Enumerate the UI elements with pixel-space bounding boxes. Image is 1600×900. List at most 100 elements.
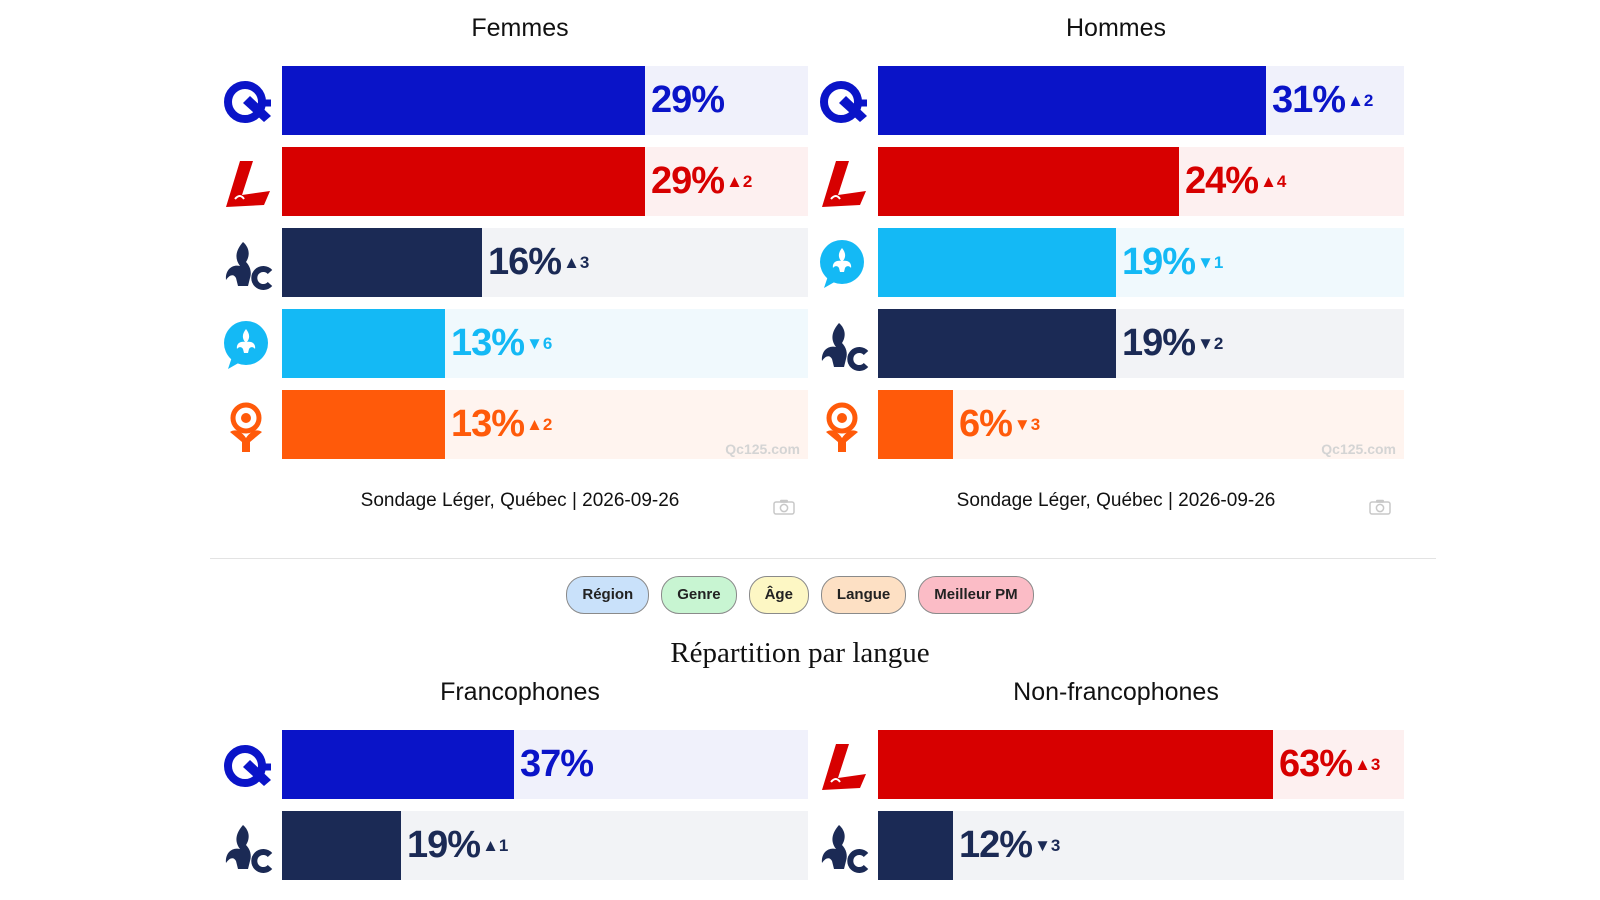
section-title: Répartition par langue [670,637,930,669]
pq-logo-icon [816,317,872,373]
tab-genre[interactable]: Genre [661,576,737,614]
bar-value: 12% [959,824,1033,866]
bar-pq [282,811,401,880]
bar-change: ▲2 [526,415,553,434]
chart-panel-femmes: Femmes 29% 29% ▲2 16% ▲3 13% ▼6 13% ▲2 Qc125.com … [220,14,820,534]
camera-icon[interactable] [773,499,795,515]
tab-region[interactable]: Région [566,576,650,614]
bar-change: ▼2 [1197,334,1224,353]
bar-change: ▼3 [1013,415,1041,434]
caq-logo-icon [220,738,276,794]
pq-logo-icon [220,819,276,875]
bar-value-label: 16% ▲3 [488,228,589,297]
section-divider [210,558,1436,559]
bar-caq [282,730,514,799]
chart-panel-non-francophones: Non-francophones 63% ▲3 12% ▼3 [816,678,1416,900]
chart-title: Hommes [1065,14,1166,42]
bar-value-label: 6% ▼3 [959,390,1040,459]
caq-logo-icon [220,74,276,130]
bar-row-pq: 19% ▼2 [816,309,1416,378]
bar-track: 19% ▲1 [282,811,808,880]
bar-track: 19% ▼1 [878,228,1404,297]
plq-logo-icon [220,155,276,211]
bar-pq [878,309,1116,378]
bar-value: 19% [1122,322,1196,364]
bar-pq [282,228,482,297]
bar-track: 63% ▲3 [878,730,1404,799]
qs-logo-icon [816,236,872,292]
bar-value-label: 29% [651,66,725,135]
bar-change: ▼6 [526,334,553,353]
bar-pq [878,811,953,880]
watermark: Qc125.com [725,441,800,457]
bar-track: 13% ▼6 [282,309,808,378]
bar-row-pcq: 13% ▲2 Qc125.com [220,390,820,459]
bar-change: ▼3 [1034,836,1061,855]
chart-title: Femmes [471,14,569,42]
camera-icon[interactable] [1369,499,1391,515]
bar-row-plq: 29% ▲2 [220,147,820,216]
pcq-logo-icon [816,398,872,454]
bar-value: 24% [1185,160,1259,202]
bar-qs [878,228,1116,297]
bar-value: 29% [651,160,725,202]
bar-row-qs: 13% ▼6 [220,309,820,378]
bar-track: 31% ▲2 [878,66,1404,135]
bar-qs [282,309,445,378]
bar-row-plq: 24% ▲4 [816,147,1416,216]
breakdown-tabs: Région Genre Âge Langue Meilleur PM [0,576,1600,614]
bar-row-pcq: 6% ▼3 Qc125.com [816,390,1416,459]
pq-logo-icon [816,819,872,875]
tab-meilleur-pm[interactable]: Meilleur PM [918,576,1034,614]
tab-langue[interactable]: Langue [820,576,907,614]
bar-value-label: 13% ▼6 [451,309,552,378]
bar-row-caq: 37% [220,730,820,799]
qs-logo-icon [220,317,276,373]
tab-age[interactable]: Âge [748,576,809,614]
chart-panel-francophones: Francophones 37% 19% ▲1 [220,678,820,900]
bar-change: ▲2 [726,172,753,191]
bar-value-label: 31% ▲2 [1272,66,1373,135]
bar-change: ▲1 [482,836,509,855]
chart-title: Francophones [440,678,600,706]
pq-logo-icon [220,236,276,292]
bar-track: 12% ▼3 [878,811,1404,880]
bar-value: 13% [451,322,525,364]
bar-value: 37% [520,743,594,785]
bar-change: ▲2 [1347,91,1374,110]
bar-value-label: 37% [520,730,594,799]
bar-track: 37% [282,730,808,799]
bar-plq [282,147,645,216]
bar-value-label: 29% ▲2 [651,147,752,216]
bar-value: 13% [451,403,525,445]
bar-value: 63% [1279,743,1353,785]
bar-change: ▲3 [1354,755,1381,774]
bar-value-label: 24% ▲4 [1185,147,1286,216]
plq-logo-icon [816,155,872,211]
bar-change: ▼1 [1197,253,1224,272]
bar-track: 29% ▲2 [282,147,808,216]
plq-logo-icon [816,738,872,794]
bar-value: 6% [959,403,1013,445]
bar-row-pq: 16% ▲3 [220,228,820,297]
bar-row-pq: 19% ▲1 [220,811,820,880]
chart-panel-hommes: Hommes 31% ▲2 24% ▲4 19% ▼1 19% ▼2 6% ▼3 Qc125.com… [816,14,1416,534]
bar-row-qs: 19% ▼1 [816,228,1416,297]
bar-track: 6% ▼3 Qc125.com [878,390,1404,459]
bar-value-label: 19% ▲1 [407,811,508,880]
bar-pcq [282,390,445,459]
bar-row-pq: 12% ▼3 [816,811,1416,880]
bar-value: 31% [1272,79,1346,121]
bar-track: 13% ▲2 Qc125.com [282,390,808,459]
bar-caq [878,66,1266,135]
poll-source: Sondage Léger, Québec | 2026-09-26 [956,490,1276,511]
watermark: Qc125.com [1321,441,1396,457]
bar-value: 19% [1122,241,1196,283]
bar-value-label: 12% ▼3 [959,811,1060,880]
pcq-logo-icon [220,398,276,454]
bar-track: 29% [282,66,808,135]
bar-change: ▲3 [563,253,590,272]
bar-value: 16% [488,241,562,283]
bar-pcq [878,390,953,459]
bar-caq [282,66,645,135]
